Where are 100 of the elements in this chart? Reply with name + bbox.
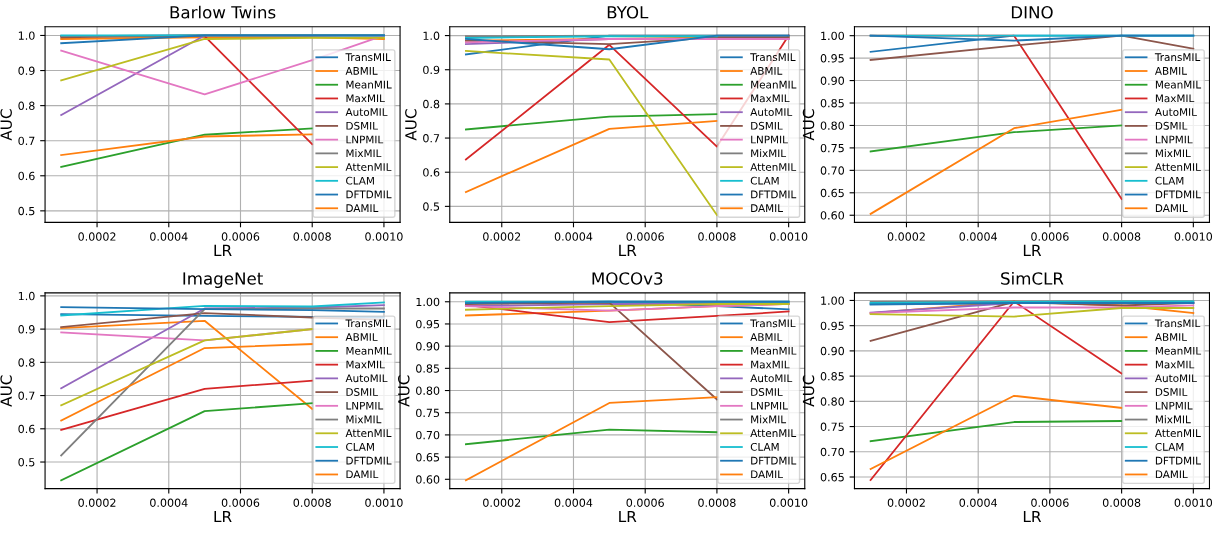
legend-label: MixMIL: [751, 149, 787, 158]
x-tick-label: 0.0008: [698, 232, 736, 241]
y-tick-label: 0.85: [416, 364, 440, 373]
legend-label: TransMIL: [1154, 53, 1201, 62]
y-tick-label: 0.70: [820, 447, 845, 457]
legend-label: MaxMIL: [346, 360, 385, 369]
y-tick-label: 0.70: [416, 430, 440, 440]
legend-label: TransMIL: [345, 319, 391, 328]
y-tick-label: 0.7: [18, 391, 35, 400]
legend-label: MeanMIL: [751, 346, 797, 355]
y-axis-title: AUC: [398, 375, 410, 407]
y-tick-label: 0.6: [18, 424, 35, 434]
legend-label: AutoMIL: [345, 108, 388, 116]
chart-title: DINO: [1011, 6, 1053, 19]
y-tick-label: 0.65: [416, 453, 440, 462]
y-tick-label: 0.80: [820, 121, 845, 130]
y-tick-label: 0.9: [18, 66, 35, 75]
legend-label: CLAM: [346, 442, 374, 451]
legend-label: AttenMIL: [750, 429, 797, 438]
legend-label: MeanMIL: [751, 80, 797, 89]
y-tick-label: 0.7: [18, 136, 35, 146]
legend-label: DAMIL: [751, 204, 783, 212]
legend-label: LNPMIL: [1155, 401, 1193, 410]
legend-label: MixMIL: [346, 415, 382, 424]
chart-title: BYOL: [607, 6, 649, 19]
legend-label: AttenMIL: [1154, 429, 1201, 438]
y-tick-label: 0.8: [423, 99, 440, 109]
y-tick-label: 0.75: [820, 422, 844, 431]
y-tick-label: 0.5: [18, 458, 35, 467]
legend-label: LNPMIL: [346, 135, 384, 144]
y-tick-label: 0.9: [423, 65, 440, 75]
y-tick-label: 0.60: [416, 475, 440, 484]
x-tick-label: 0.0008: [293, 232, 331, 241]
x-axis-title: LR: [619, 510, 637, 523]
y-tick-label: 0.6: [423, 168, 440, 177]
x-tick-label: 0.0004: [959, 232, 997, 241]
legend-label: ABMIL: [750, 333, 783, 341]
y-axis-title: AUC: [802, 109, 815, 141]
x-tick-label: 0.0010: [769, 232, 808, 241]
x-tick-label: 0.0006: [626, 498, 664, 507]
x-tick-label: 0.0006: [1031, 232, 1069, 241]
legend-label: TransMIL: [1154, 319, 1201, 328]
y-tick-label: 1.00: [821, 31, 845, 41]
legend-label: ABMIL: [1154, 333, 1187, 341]
x-tick-label: 0.0004: [554, 232, 593, 241]
legend-label: ABMIL: [750, 67, 783, 75]
legend-label: DAMIL: [1155, 204, 1188, 212]
legend-label: MixMIL: [1155, 415, 1191, 424]
legend-label: ABMIL: [345, 67, 378, 75]
legend-label: AutoMIL: [750, 108, 793, 116]
legend-label: MixMIL: [1155, 149, 1191, 158]
y-tick-label: 0.6: [18, 171, 35, 181]
y-tick-label: 1.00: [416, 297, 440, 307]
legend-label: MaxMIL: [751, 94, 790, 103]
chart-title: ImageNet: [183, 272, 263, 289]
y-tick-label: 0.70: [820, 166, 845, 175]
legend-label: MixMIL: [346, 149, 382, 158]
x-tick-label: 0.0002: [78, 232, 116, 241]
x-tick-label: 0.0008: [698, 498, 736, 507]
y-tick-label: 1.00: [821, 296, 845, 305]
legend-label: MaxMIL: [1155, 94, 1195, 103]
x-axis-title: LR: [214, 244, 232, 256]
legend-label: LNPMIL: [346, 401, 384, 410]
y-axis-title: AUC: [0, 109, 12, 141]
y-tick-label: 0.60: [820, 211, 845, 220]
legend-label: TransMIL: [750, 319, 796, 328]
x-tick-label: 0.0002: [483, 232, 521, 241]
legend-label: DFTDMIL: [346, 456, 392, 465]
legend-label: AttenMIL: [1154, 163, 1201, 171]
y-tick-label: 0.8: [18, 358, 35, 367]
legend-label: LNPMIL: [1155, 135, 1193, 144]
y-tick-label: 0.65: [820, 188, 844, 198]
x-tick-label: 0.0010: [1174, 232, 1213, 241]
legend-label: LNPMIL: [751, 401, 788, 410]
y-tick-label: 0.85: [820, 98, 844, 108]
x-tick-label: 0.0008: [1102, 498, 1141, 507]
y-tick-label: 1.0: [423, 31, 440, 40]
y-tick-label: 0.5: [18, 206, 35, 216]
legend-label: MeanMIL: [346, 80, 392, 89]
x-tick-label: 0.0010: [365, 498, 403, 507]
legend-label: DSMIL: [1155, 388, 1188, 396]
legend-label: MixMIL: [751, 415, 787, 424]
x-tick-label: 0.0006: [1031, 498, 1069, 507]
legend-label: AttenMIL: [345, 163, 392, 171]
legend-label: DFTDMIL: [1155, 456, 1201, 465]
legend-label: TransMIL: [750, 53, 796, 62]
y-tick-label: 0.5: [423, 202, 440, 211]
x-tick-label: 0.0008: [1102, 232, 1141, 241]
legend-label: TransMIL: [345, 53, 391, 62]
legend-label: AutoMIL: [1154, 374, 1197, 383]
x-tick-label: 0.0002: [887, 232, 925, 241]
x-tick-label: 0.0002: [483, 498, 521, 507]
y-axis-title: AUC: [0, 375, 12, 407]
y-tick-label: 1.0: [18, 31, 35, 40]
x-tick-label: 0.0002: [78, 498, 116, 507]
legend-label: DAMIL: [346, 470, 379, 479]
legend-label: AttenMIL: [345, 429, 392, 438]
legend-label: DAMIL: [751, 470, 783, 479]
y-tick-label: 0.8: [18, 101, 35, 110]
legend-label: DSMIL: [1155, 121, 1188, 130]
